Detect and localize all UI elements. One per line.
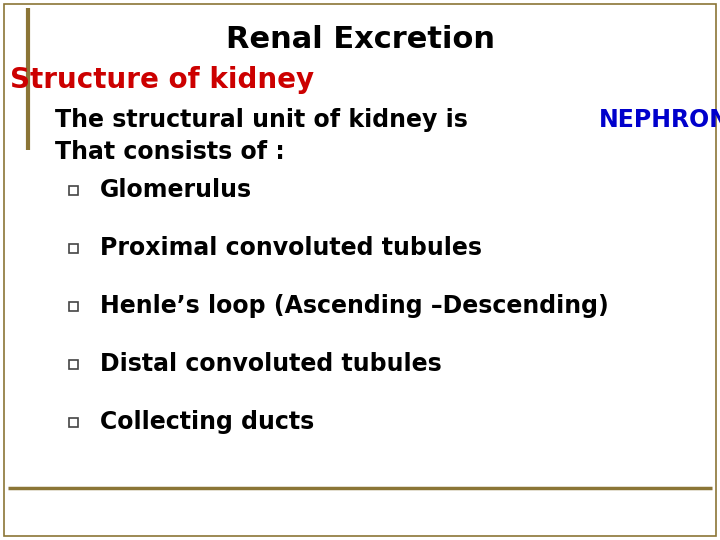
Text: Proximal convoluted tubules: Proximal convoluted tubules [100, 236, 482, 260]
Bar [68, 186, 78, 194]
Text: Collecting ducts: Collecting ducts [100, 410, 314, 434]
Bar [68, 417, 78, 427]
Bar [68, 301, 78, 310]
Text: Structure of kidney: Structure of kidney [10, 66, 314, 94]
Bar [68, 244, 78, 253]
Text: NEPHRON: NEPHRON [598, 108, 720, 132]
Text: Distal convoluted tubules: Distal convoluted tubules [100, 352, 442, 376]
Text: Henle’s loop (Ascending –Descending): Henle’s loop (Ascending –Descending) [100, 294, 608, 318]
Text: That consists of :: That consists of : [55, 140, 284, 164]
Bar [68, 360, 78, 368]
Text: Renal Excretion: Renal Excretion [225, 25, 495, 55]
Text: Glomerulus: Glomerulus [100, 178, 252, 202]
Text: The structural unit of kidney is: The structural unit of kidney is [55, 108, 476, 132]
